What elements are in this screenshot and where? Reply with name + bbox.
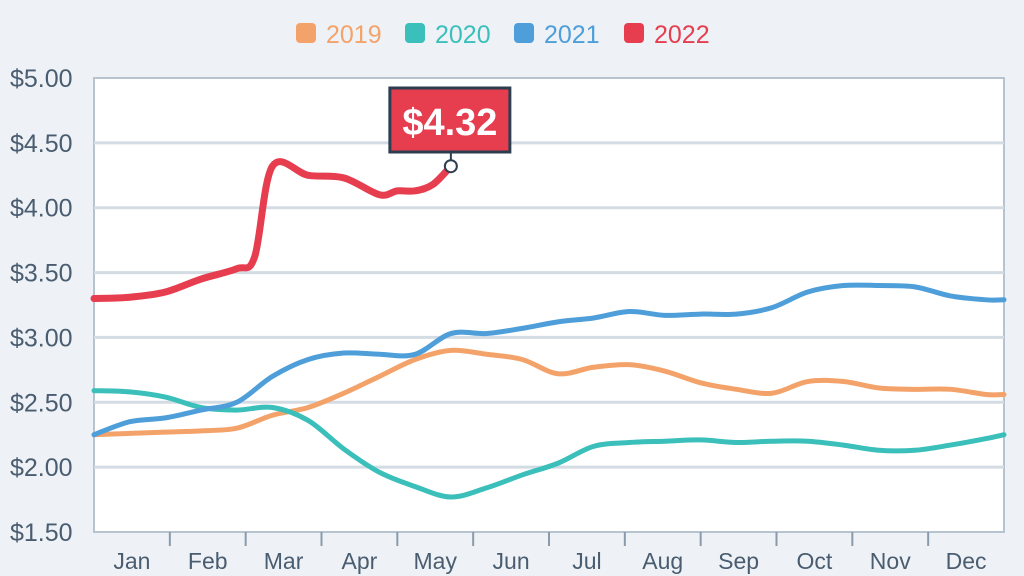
price-callout: $4.32 [388,86,512,174]
legend-label-2021: 2021 [544,21,600,49]
y-tick-label: $4.00 [10,195,73,223]
gridlines [94,141,1004,469]
legend-label-2019: 2019 [326,21,382,49]
legend-swatch-2021 [514,23,534,43]
y-tick-label: $2.50 [10,389,73,417]
y-tick-label: $1.50 [10,519,73,547]
series-line-2022 [90,158,455,303]
x-tick-label: Nov [870,548,911,574]
x-tick-label: Feb [188,548,228,574]
series-line-2021 [91,282,1007,438]
legend-label-2020: 2020 [435,21,491,49]
x-tick-label: Jan [113,548,150,574]
x-tick-label: Jun [493,548,530,574]
x-tick-label: May [414,548,458,574]
legend-swatch-2019 [296,23,316,43]
y-axis: $1.50 $2.00 $2.50 $3.00 $3.50 $4.00 $4.50 $5.00 [10,65,73,547]
x-tick-label: Apr [342,548,378,574]
y-tick-label: $4.50 [10,130,73,158]
x-tick-label: Aug [642,548,683,574]
series-lines [90,158,1007,500]
callout-marker [443,159,458,174]
y-tick-label: $3.00 [10,324,73,352]
x-tick-label: Mar [264,548,304,574]
series-line-2020 [91,388,1007,500]
legend: 2019 2020 2021 2022 [296,21,710,49]
x-tick-label: Dec [946,548,987,574]
x-tick-label: Oct [797,548,833,574]
x-axis: Jan Feb Mar Apr May Jun Jul Aug Sep Oct Nov Dec [113,532,987,574]
legend-swatch-2022 [624,23,644,43]
legend-swatch-2020 [405,23,425,43]
x-tick-label: Sep [718,548,759,574]
callout-box [388,86,512,154]
callout-price-label: $4.32 [402,102,497,144]
plot-area [93,77,1005,533]
y-tick-label: $2.00 [10,454,73,482]
y-tick-label: $5.00 [10,65,73,93]
x-tick-label: Jul [572,548,601,574]
y-tick-label: $3.50 [10,260,73,288]
series-line-2019 [91,347,1007,438]
legend-label-2022: 2022 [654,21,710,49]
